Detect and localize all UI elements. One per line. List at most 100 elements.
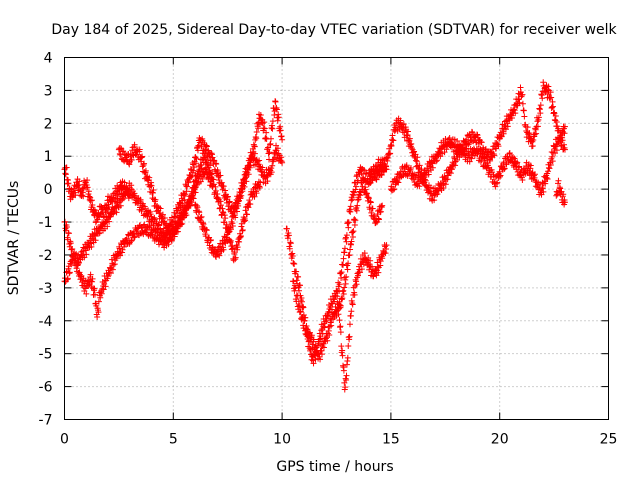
data-point bbox=[210, 181, 217, 188]
data-point bbox=[297, 308, 304, 315]
data-point bbox=[555, 177, 562, 184]
data-point bbox=[552, 113, 559, 120]
data-point bbox=[64, 275, 71, 282]
data-point bbox=[203, 143, 210, 150]
data-point bbox=[557, 138, 564, 145]
data-point bbox=[351, 189, 358, 196]
data-point bbox=[501, 165, 508, 172]
data-point bbox=[416, 162, 423, 169]
data-point bbox=[99, 285, 106, 292]
data-point bbox=[274, 117, 281, 124]
data-point bbox=[300, 304, 307, 311]
data-point bbox=[346, 251, 353, 258]
data-point bbox=[553, 147, 560, 154]
data-point bbox=[345, 260, 352, 267]
data-point bbox=[159, 211, 166, 218]
data-point bbox=[193, 155, 200, 162]
data-point bbox=[299, 314, 306, 320]
data-point bbox=[337, 323, 344, 330]
data-point bbox=[241, 175, 248, 182]
data-point bbox=[232, 254, 239, 261]
data-point bbox=[407, 165, 414, 172]
data-point bbox=[361, 167, 368, 174]
data-point bbox=[345, 342, 352, 349]
data-point bbox=[340, 291, 347, 298]
y-axis-label: SDTVAR / TECUs bbox=[6, 181, 22, 296]
data-point bbox=[321, 324, 328, 331]
data-point bbox=[94, 314, 101, 321]
data-point bbox=[367, 199, 374, 206]
data-point bbox=[100, 286, 107, 293]
data-point bbox=[375, 269, 382, 276]
data-point bbox=[273, 106, 280, 113]
data-point bbox=[264, 178, 271, 185]
data-point bbox=[558, 137, 565, 144]
data-point bbox=[237, 233, 244, 240]
data-point bbox=[293, 268, 300, 275]
data-point bbox=[365, 195, 372, 202]
data-point bbox=[267, 140, 274, 147]
data-point bbox=[504, 123, 511, 130]
data-point bbox=[491, 152, 498, 159]
data-point bbox=[243, 211, 250, 218]
data-point bbox=[269, 125, 276, 132]
data-point bbox=[519, 91, 526, 98]
y-tick-label: -6 bbox=[39, 380, 53, 396]
data-point bbox=[336, 305, 343, 312]
data-point bbox=[382, 243, 389, 250]
y-tick-label: -2 bbox=[39, 248, 53, 264]
data-point bbox=[549, 158, 556, 165]
data-point bbox=[87, 271, 94, 278]
data-point bbox=[345, 224, 352, 231]
data-point bbox=[83, 251, 90, 258]
data-point bbox=[263, 129, 270, 136]
data-point bbox=[557, 185, 564, 192]
data-point bbox=[116, 245, 123, 252]
data-point bbox=[110, 261, 117, 268]
data-point bbox=[442, 135, 449, 142]
data-point bbox=[561, 130, 568, 137]
data-point bbox=[182, 212, 189, 219]
data-point bbox=[85, 188, 92, 195]
data-point bbox=[470, 138, 477, 145]
data-point bbox=[187, 173, 194, 180]
data-point bbox=[340, 255, 347, 262]
data-point bbox=[234, 208, 241, 215]
data-point bbox=[356, 269, 363, 276]
data-point bbox=[88, 243, 95, 250]
data-point bbox=[267, 135, 274, 142]
data-point bbox=[514, 159, 521, 166]
data-point bbox=[266, 156, 273, 163]
data-point bbox=[347, 246, 354, 253]
data-point bbox=[520, 107, 527, 114]
data-point bbox=[519, 100, 526, 107]
y-tick-label: 1 bbox=[44, 149, 53, 165]
data-point bbox=[506, 149, 513, 156]
data-point bbox=[302, 314, 309, 321]
data-point bbox=[341, 245, 348, 252]
data-point bbox=[478, 139, 485, 146]
data-point bbox=[266, 149, 273, 156]
data-point bbox=[381, 249, 388, 256]
data-point bbox=[482, 145, 489, 152]
x-tick-label: 25 bbox=[600, 432, 618, 448]
data-point bbox=[285, 232, 292, 239]
data-point bbox=[76, 259, 83, 266]
data-point bbox=[310, 360, 317, 367]
data-point bbox=[120, 148, 127, 155]
data-point bbox=[168, 236, 175, 243]
data-point bbox=[191, 164, 198, 171]
data-point bbox=[226, 198, 233, 205]
data-point bbox=[182, 191, 189, 198]
data-point bbox=[544, 175, 551, 182]
data-point bbox=[198, 165, 205, 172]
data-point bbox=[414, 154, 421, 161]
data-point bbox=[489, 169, 496, 176]
data-point bbox=[200, 221, 207, 228]
data-point bbox=[192, 178, 199, 185]
data-point bbox=[497, 172, 504, 179]
data-point bbox=[534, 118, 541, 125]
data-point bbox=[540, 188, 547, 195]
data-point bbox=[511, 155, 518, 162]
data-point bbox=[152, 196, 159, 203]
